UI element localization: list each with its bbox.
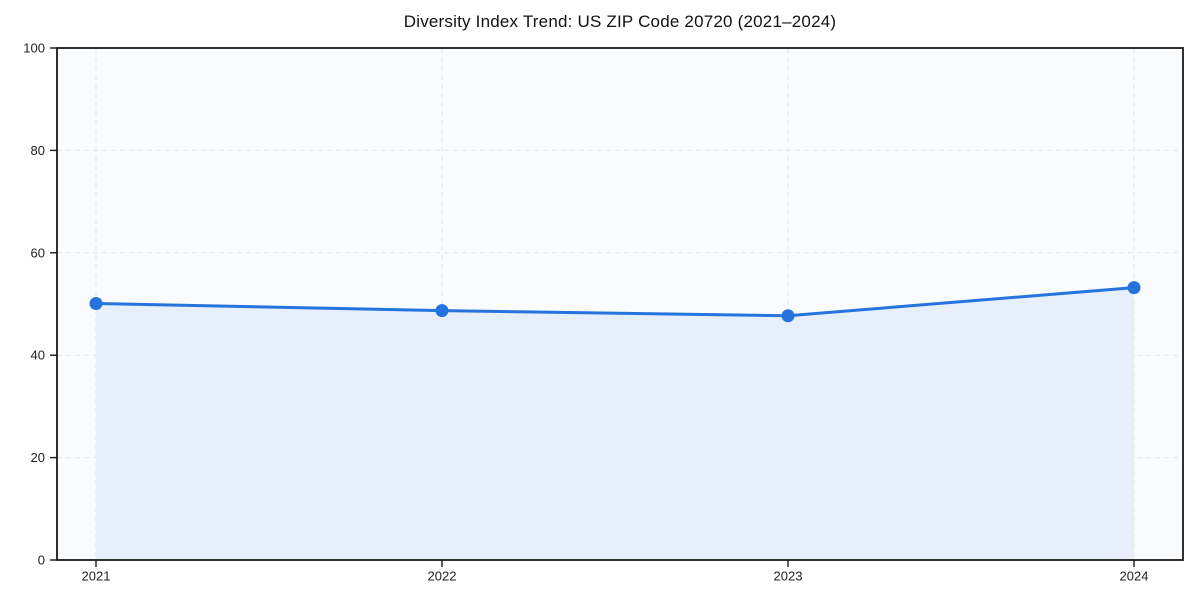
data-point-2024	[1127, 281, 1141, 295]
y-tick-label-60: 60	[31, 245, 45, 260]
y-tick-label-0: 0	[38, 553, 45, 568]
x-tick-label-2023: 2023	[774, 569, 803, 584]
data-point-2023	[781, 309, 795, 323]
y-tick-label-20: 20	[31, 450, 45, 465]
chart-title: Diversity Index Trend: US ZIP Code 20720…	[403, 12, 837, 31]
x-tick-label-2021: 2021	[82, 569, 111, 584]
data-point-2021	[89, 296, 103, 310]
y-tick-label-80: 80	[31, 143, 45, 158]
axes-box	[56, 47, 1184, 561]
y-tick-label-40: 40	[31, 348, 45, 363]
x-tick-label-2022: 2022	[428, 569, 457, 584]
data-point-2022	[435, 304, 449, 318]
x-tick-label-2024: 2024	[1120, 569, 1149, 584]
trend-line	[94, 286, 1136, 318]
area-fill	[96, 287, 1134, 560]
y-tick-label-100: 100	[23, 41, 45, 56]
